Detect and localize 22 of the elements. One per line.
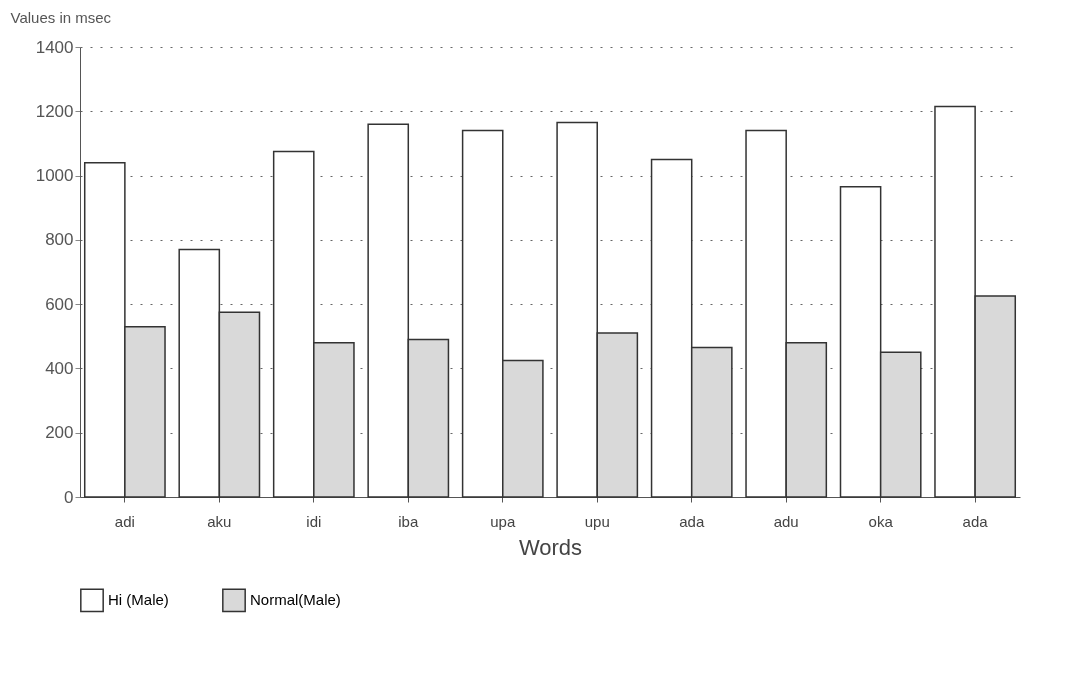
y-tick-label: 0 xyxy=(64,487,74,507)
x-tick-label: adi xyxy=(114,512,135,530)
x-tick-label: adu xyxy=(773,512,799,530)
x-tick-label: ada xyxy=(962,512,989,530)
y-tick-label: 400 xyxy=(45,358,74,378)
x-tick-label: oka xyxy=(868,512,894,530)
x-tick-label: upa xyxy=(490,512,516,530)
y-tick-label: 1400 xyxy=(35,37,74,57)
x-axis-title: Words xyxy=(518,534,583,560)
y-axis-title: Values in msec xyxy=(10,8,112,26)
y-tick-label: 1200 xyxy=(35,101,74,121)
x-tick-label: ada xyxy=(679,512,705,530)
y-tick-label: 1000 xyxy=(35,166,74,186)
legend-label: Hi (Male) xyxy=(108,591,169,609)
x-tick-label: idi xyxy=(306,512,322,530)
x-tick-label: aku xyxy=(207,512,232,530)
y-tick-label: 200 xyxy=(45,423,74,443)
legend-label: Normal(Male) xyxy=(250,591,341,609)
y-tick-label: 800 xyxy=(45,230,74,250)
y-tick-label: 600 xyxy=(45,294,74,314)
x-tick-label: iba xyxy=(398,512,419,530)
x-tick-label: upu xyxy=(584,512,610,530)
